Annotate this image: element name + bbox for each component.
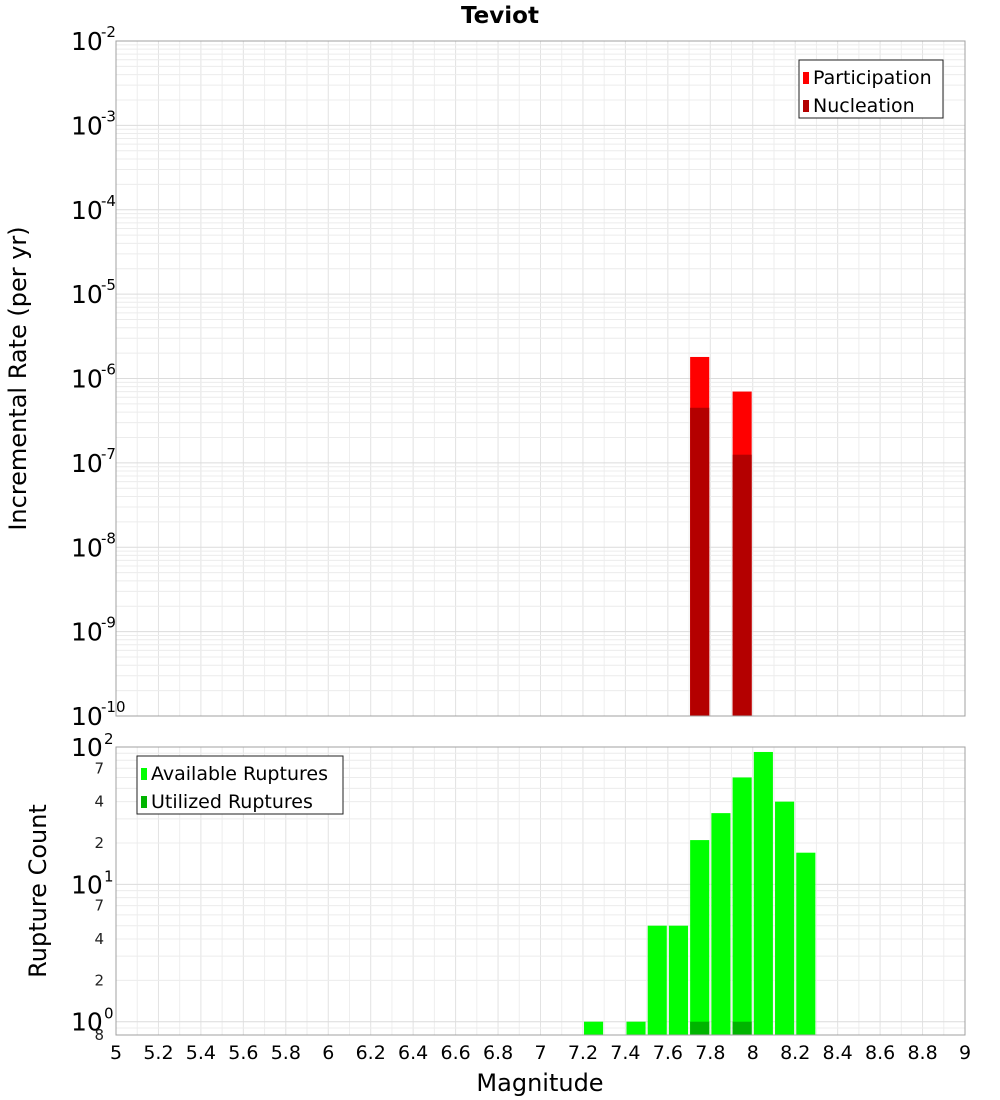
x-tick-label: 5.6: [228, 1042, 258, 1064]
x-tick-label: 5.8: [271, 1042, 301, 1064]
count-bars: [584, 751, 816, 1035]
x-tick-label: 8.2: [780, 1042, 810, 1064]
count-bar-available-ruptures: [775, 801, 795, 1035]
x-axis-label: Magnitude: [476, 1069, 603, 1097]
x-tick-labels: 5 5.2 5.4 5.6 5.8 6 6.2 6.4 6.6 6.8 7 7.2 7.4 7.6 7.8 8…: [110, 1042, 971, 1064]
count-bar-available-ruptures: [796, 852, 816, 1035]
count-legend-swatch: [141, 796, 147, 808]
rate-bar-nucleation: [732, 454, 752, 716]
count-y-tick-exponent: 2: [104, 730, 114, 748]
x-tick-label: 8.8: [907, 1042, 937, 1064]
rate-legend-label: Participation: [813, 67, 932, 89]
x-tick-label: 6.2: [356, 1042, 386, 1064]
count-y-tick-base: 10: [71, 870, 103, 899]
count-plot-frame: [115, 746, 966, 1036]
x-tick-label: 7: [534, 1042, 546, 1064]
rate-y-tick-base: 10: [71, 618, 103, 647]
x-tick-label: 7.6: [653, 1042, 683, 1064]
rate-y-tick-base: 10: [71, 196, 103, 225]
rate-bar-nucleation: [690, 407, 710, 716]
rate-y-tick-exponent: -3: [101, 107, 116, 125]
rate-legend: Participation Nucleation: [798, 59, 944, 119]
rate-y-tick-base: 10: [71, 533, 103, 562]
x-tick-label: 6.8: [483, 1042, 513, 1064]
x-tick-label: 6.4: [398, 1042, 428, 1064]
count-bar-available-ruptures: [711, 813, 731, 1035]
rate-y-tick-exponent: -9: [101, 614, 116, 632]
x-tick-label: 6: [322, 1042, 334, 1064]
count-y-tick-minor: 4: [94, 930, 104, 948]
rate-y-tick-exponent: -5: [101, 276, 116, 294]
count-legend: Available Ruptures Utilized Ruptures: [136, 755, 344, 815]
count-y-tick-minor: 7: [94, 897, 104, 915]
count-grid: [115, 746, 966, 1036]
count-y-axis-label: Rupture Count: [24, 804, 52, 978]
count-legend-box: [136, 755, 344, 815]
x-tick-label: 7.2: [568, 1042, 598, 1064]
count-y-tick-minor: 8: [94, 1026, 104, 1044]
x-tick-label: 5: [110, 1042, 122, 1064]
rate-legend-label: Nucleation: [813, 95, 915, 117]
count-legend-swatch: [141, 768, 147, 780]
rate-y-tick-exponent: -4: [101, 192, 116, 210]
rate-y-tick-exponent: -2: [101, 23, 116, 41]
rate-y-axis-label: Incremental Rate (per yr): [4, 226, 32, 530]
x-tick-label: 8: [747, 1042, 759, 1064]
x-tick-label: 5.2: [143, 1042, 173, 1064]
rate-plot-frame: [115, 40, 966, 717]
count-y-tick-base: 10: [71, 1008, 103, 1037]
count-y-tick-minor: 2: [94, 971, 104, 989]
count-y-tick-minor: 4: [94, 793, 104, 811]
rate-y-tick-base: 10: [71, 111, 103, 140]
count-legend-label: Utilized Ruptures: [151, 791, 313, 813]
count-bar-available-ruptures: [732, 777, 752, 1035]
rate-panel: 10-210-310-410-510-610-710-810-910-10 In…: [4, 23, 966, 731]
rate-legend-box: [798, 59, 944, 119]
rate-y-tick-base: 10: [71, 449, 103, 478]
count-y-tick-exponent: 0: [104, 1005, 114, 1023]
rate-y-tick-exponent: -10: [101, 698, 126, 716]
rate-bars: [690, 356, 752, 716]
rate-legend-swatch: [803, 72, 809, 84]
count-y-tick-minor: 7: [94, 759, 104, 777]
x-tick-label: 9: [959, 1042, 971, 1064]
rate-y-ticks: 10-210-310-410-510-610-710-810-910-10: [71, 23, 126, 731]
x-tick-label: 8.4: [823, 1042, 853, 1064]
chart-title: Teviot: [461, 3, 539, 29]
rate-y-tick-exponent: -6: [101, 361, 116, 379]
count-y-tick-base: 10: [71, 733, 103, 762]
rate-y-tick-base: 10: [71, 365, 103, 394]
count-bar-available-ruptures: [753, 751, 773, 1035]
rate-legend-swatch: [803, 100, 809, 112]
rate-y-tick-exponent: -7: [101, 445, 116, 463]
x-tick-label: 7.4: [610, 1042, 640, 1064]
count-legend-label: Available Ruptures: [151, 763, 328, 785]
rate-y-tick-base: 10: [71, 27, 103, 56]
count-bar-available-ruptures: [668, 925, 689, 1035]
count-bar-utilized-ruptures: [690, 1021, 710, 1035]
x-tick-label: 8.6: [865, 1042, 895, 1064]
count-bar-available-ruptures: [647, 925, 667, 1035]
count-bar-available-ruptures: [626, 1021, 646, 1035]
rate-y-tick-base: 10: [71, 702, 103, 731]
count-bar-utilized-ruptures: [732, 1021, 752, 1035]
count-bar-available-ruptures: [584, 1021, 604, 1035]
x-tick-label: 5.4: [186, 1042, 216, 1064]
count-y-tick-minor: 2: [94, 834, 104, 852]
x-tick-label: 6.6: [440, 1042, 470, 1064]
count-bar-available-ruptures: [690, 840, 710, 1035]
rate-grid: [115, 40, 966, 717]
x-tick-label: 7.8: [695, 1042, 725, 1064]
rate-y-tick-base: 10: [71, 280, 103, 309]
count-y-tick-exponent: 1: [104, 867, 114, 885]
rate-y-tick-exponent: -8: [101, 529, 116, 547]
